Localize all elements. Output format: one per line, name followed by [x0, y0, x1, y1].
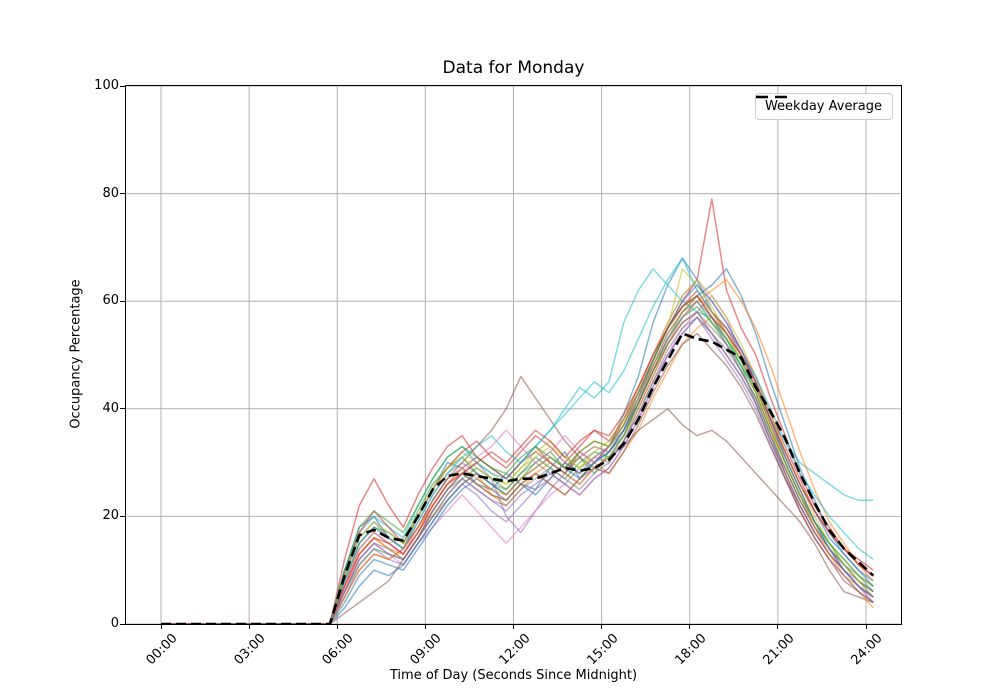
chart-title: Data for Monday [442, 58, 585, 78]
y-tick-mark [120, 193, 125, 195]
occupancy-series-line [161, 268, 874, 624]
y-axis-label: Occupancy Percentage [68, 279, 84, 429]
chart-canvas [126, 86, 901, 624]
occupancy-series-line [161, 257, 874, 624]
occupancy-series-line [161, 311, 874, 624]
y-tick-label: 40 [102, 400, 119, 416]
x-tick-mark [689, 624, 691, 629]
occupancy-series-line [161, 332, 874, 624]
y-tick-label: 100 [94, 78, 119, 93]
occupancy-series-line [161, 295, 874, 624]
y-tick-mark [120, 300, 125, 302]
occupancy-series-line [161, 311, 874, 624]
weekday-average-line [161, 332, 875, 624]
plot-area: Weekday Average [125, 85, 902, 625]
occupancy-series-line [161, 316, 874, 624]
occupancy-series-line [161, 300, 874, 624]
legend-label: Weekday Average [764, 99, 882, 114]
y-tick-mark [120, 623, 125, 625]
x-tick-mark [424, 624, 426, 629]
occupancy-series-line [161, 295, 874, 624]
occupancy-series-line [161, 316, 874, 624]
x-tick-mark [248, 624, 250, 629]
occupancy-series-line [161, 316, 874, 624]
x-tick-mark [865, 624, 867, 629]
x-tick-mark [513, 624, 514, 629]
occupancy-series-line [161, 284, 874, 624]
x-axis-label: Time of Day (Seconds Since Midnight) [389, 668, 638, 683]
y-tick-mark [120, 515, 125, 517]
occupancy-series-line [161, 289, 874, 624]
y-tick-mark [120, 408, 125, 410]
occupancy-series-line [161, 300, 874, 624]
occupancy-series-line [161, 268, 874, 624]
y-tick-mark [120, 85, 125, 87]
occupancy-series-line [161, 316, 874, 624]
occupancy-series-line [161, 278, 874, 624]
x-tick-mark [336, 624, 338, 629]
occupancy-series-line [161, 278, 874, 624]
occupancy-series-line [161, 278, 874, 624]
y-tick-label: 20 [102, 508, 119, 524]
y-tick-label: 60 [102, 293, 119, 309]
occupancy-series-line [161, 257, 874, 624]
x-tick-mark [777, 624, 779, 629]
dashed-line-icon [755, 95, 792, 99]
x-tick-mark [601, 624, 603, 629]
y-tick-label: 0 [110, 616, 119, 631]
legend: Weekday Average [754, 93, 893, 120]
y-tick-label: 80 [102, 185, 119, 201]
x-tick-mark [160, 624, 162, 629]
occupancy-series-line [161, 268, 874, 624]
